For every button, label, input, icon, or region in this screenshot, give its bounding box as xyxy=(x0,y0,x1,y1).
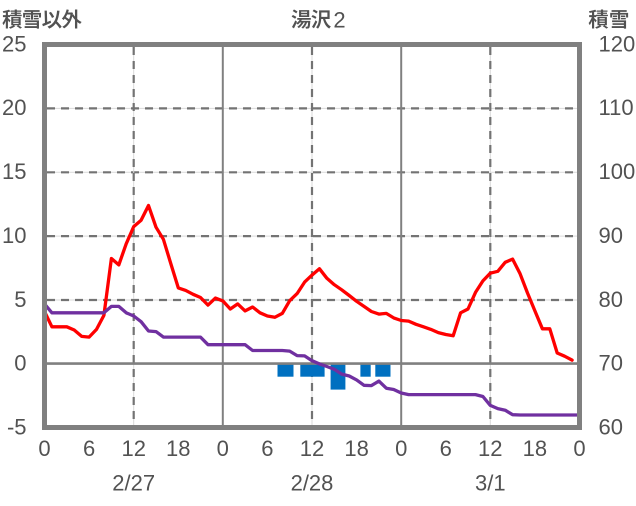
svg-text:-5: -5 xyxy=(7,415,27,440)
svg-text:20: 20 xyxy=(2,95,26,120)
svg-text:90: 90 xyxy=(599,223,623,248)
svg-text:120: 120 xyxy=(599,31,636,56)
svg-text:15: 15 xyxy=(2,159,26,184)
svg-text:6: 6 xyxy=(261,436,273,461)
svg-text:12: 12 xyxy=(478,436,502,461)
svg-text:80: 80 xyxy=(599,287,623,312)
svg-text:110: 110 xyxy=(599,95,634,120)
svg-text:60: 60 xyxy=(599,415,623,440)
svg-text:18: 18 xyxy=(166,436,190,461)
svg-text:100: 100 xyxy=(599,159,636,184)
svg-text:18: 18 xyxy=(523,436,547,461)
svg-text:0: 0 xyxy=(217,436,229,461)
svg-text:2/27: 2/27 xyxy=(112,471,155,496)
svg-text:10: 10 xyxy=(2,223,26,248)
svg-text:6: 6 xyxy=(83,436,95,461)
svg-text:12: 12 xyxy=(300,436,324,461)
svg-text:25: 25 xyxy=(2,31,26,56)
svg-text:70: 70 xyxy=(599,351,623,376)
svg-text:2/28: 2/28 xyxy=(291,471,334,496)
svg-text:2: 2 xyxy=(333,8,345,33)
svg-text:18: 18 xyxy=(344,436,368,461)
svg-text:12: 12 xyxy=(121,436,145,461)
svg-text:0: 0 xyxy=(573,436,585,461)
svg-text:0: 0 xyxy=(395,436,407,461)
svg-text:0: 0 xyxy=(14,351,26,376)
svg-text:3/1: 3/1 xyxy=(475,471,506,496)
svg-text:5: 5 xyxy=(14,287,26,312)
svg-text:6: 6 xyxy=(440,436,452,461)
svg-text:0: 0 xyxy=(38,436,50,461)
